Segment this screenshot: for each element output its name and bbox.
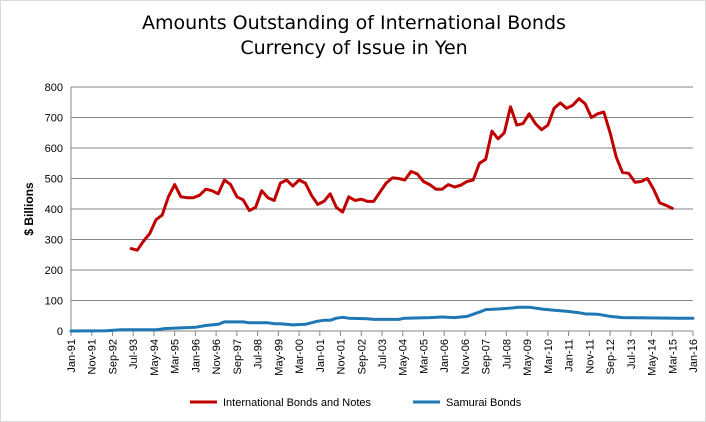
x-tick-label: Sep-97 bbox=[232, 339, 244, 374]
x-tick-label: Sep-02 bbox=[356, 339, 368, 374]
legend: International Bonds and Notes Samurai Bon… bbox=[190, 397, 522, 409]
chart-title: Amounts Outstanding of International Bon… bbox=[1, 11, 705, 61]
y-tick-label: 400 bbox=[45, 204, 63, 216]
series-line-international-bonds bbox=[129, 97, 674, 252]
series-group bbox=[69, 97, 695, 333]
x-tick-label: Sep-07 bbox=[481, 339, 493, 374]
x-tick-label: Jan-96 bbox=[190, 339, 202, 373]
y-tick-label: 0 bbox=[57, 326, 63, 338]
y-tick-label: 600 bbox=[45, 143, 63, 155]
x-tick-label: Jan-06 bbox=[439, 339, 451, 373]
legend-label-samurai-bonds: Samurai Bonds bbox=[446, 397, 522, 409]
x-tick-label: May-04 bbox=[398, 339, 410, 376]
chart-title-line-2: Currency of Issue in Yen bbox=[240, 37, 468, 59]
x-tick-label: Nov-01 bbox=[336, 339, 348, 374]
x-tick-label: Jan-91 bbox=[66, 339, 78, 373]
x-tick-label: Nov-06 bbox=[460, 339, 472, 374]
x-tick-label: Mar-10 bbox=[543, 339, 555, 374]
x-tick-label: Jul-13 bbox=[626, 339, 638, 369]
chart-title-line-1: Amounts Outstanding of International Bon… bbox=[142, 12, 566, 34]
x-tick-label: Nov-91 bbox=[87, 339, 99, 374]
x-tick-label: Nov-96 bbox=[211, 339, 223, 374]
x-tick-label: Jul-98 bbox=[253, 339, 265, 369]
y-tick-label: 100 bbox=[45, 296, 63, 308]
x-tick-label: May-94 bbox=[149, 339, 161, 376]
x-tick-label: Sep-92 bbox=[107, 339, 119, 374]
gridlines bbox=[71, 86, 693, 301]
x-tick-label: May-14 bbox=[647, 339, 659, 376]
x-tick-label: Mar-95 bbox=[170, 339, 182, 374]
x-tick-label: Sep-12 bbox=[605, 339, 617, 374]
x-tick-label: Jan-01 bbox=[315, 339, 327, 373]
x-tick-label: Jul-03 bbox=[377, 339, 389, 369]
x-tick-label: Jan-16 bbox=[688, 339, 700, 373]
axes: 0 100 200 300 400 500 600 700 800 Jan-91 Nov-91 Sep… bbox=[22, 82, 700, 376]
x-tick-label: Jul-93 bbox=[128, 339, 140, 369]
y-tick-label: 800 bbox=[45, 82, 63, 94]
x-tick-label: Mar-05 bbox=[418, 339, 430, 374]
x-tick-label: Mar-00 bbox=[294, 339, 306, 374]
x-tick-label: May-99 bbox=[273, 339, 285, 376]
y-tick-label: 300 bbox=[45, 235, 63, 247]
x-tick-label: May-09 bbox=[522, 339, 534, 376]
y-tick-label: 200 bbox=[45, 265, 63, 277]
x-tick-label: Jan-11 bbox=[564, 339, 576, 372]
x-tick-label: Nov-11 bbox=[584, 339, 596, 374]
series-line-samurai-bonds bbox=[69, 305, 695, 333]
x-tick-label: Jul-08 bbox=[501, 339, 513, 369]
y-axis-title: $ Billions bbox=[22, 182, 36, 236]
legend-label-international-bonds: International Bonds and Notes bbox=[223, 397, 371, 409]
y-tick-label: 700 bbox=[45, 113, 63, 125]
x-tick-label: Mar-15 bbox=[667, 339, 679, 374]
y-tick-label: 500 bbox=[45, 174, 63, 186]
